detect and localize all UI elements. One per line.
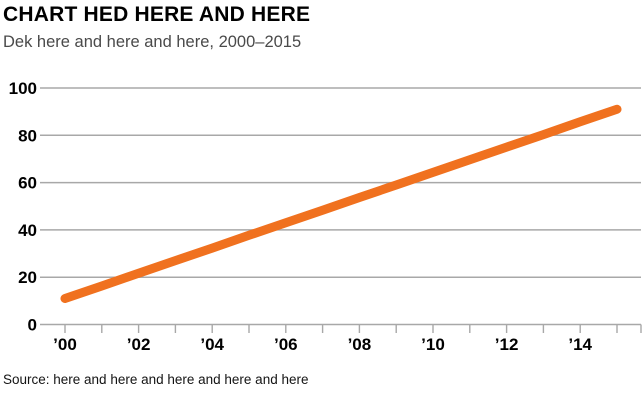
- x-tick-label: ’06: [274, 335, 298, 354]
- x-tick-label: ’04: [200, 335, 224, 354]
- data-line: [60, 104, 622, 303]
- y-tick-label: 20: [18, 268, 37, 287]
- source-note: Source: here and here and here and here …: [3, 372, 309, 387]
- y-tick-label: 40: [18, 221, 37, 240]
- y-tick-label: 0: [28, 316, 37, 335]
- x-tick-label: ’10: [421, 335, 445, 354]
- chart-dek: Dek here and here and here, 2000–2015: [3, 33, 302, 51]
- x-tick-label: ’08: [348, 335, 372, 354]
- y-tick-label: 100: [9, 79, 37, 98]
- x-tick-label: ’14: [568, 335, 592, 354]
- y-tick-label: 80: [18, 126, 37, 145]
- x-tick-label: ’12: [495, 335, 519, 354]
- x-tick-label: ’02: [127, 335, 151, 354]
- x-tick-label: ’00: [53, 335, 77, 354]
- chart-title: CHART HED HERE AND HERE: [3, 3, 311, 26]
- y-tick-label: 60: [18, 174, 37, 193]
